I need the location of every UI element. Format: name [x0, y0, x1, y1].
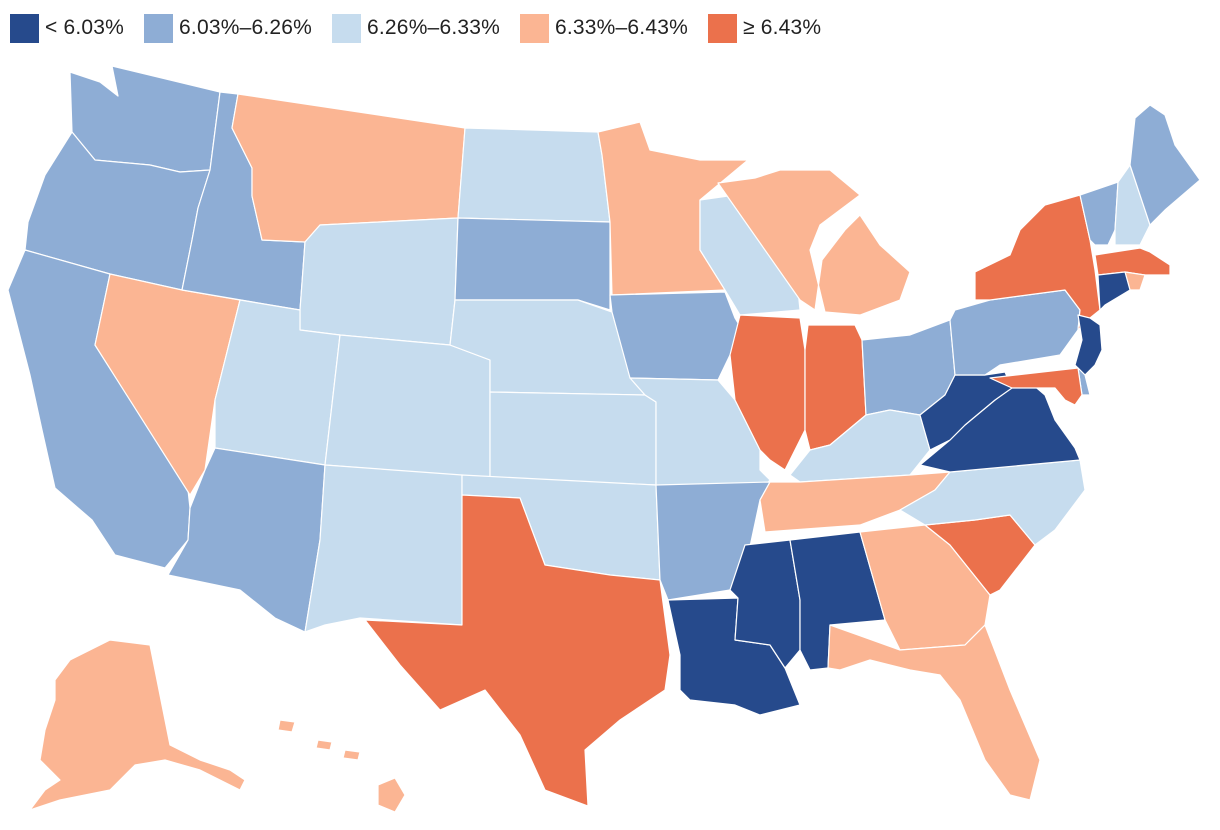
state-me: [1129, 104, 1201, 226]
legend-label: 6.33%–6.43%: [554, 16, 688, 39]
state-sd: [454, 217, 611, 311]
legend-label: < 6.03%: [45, 16, 125, 39]
legend-swatch: [144, 13, 174, 43]
state-fl: [827, 624, 1041, 801]
legend-swatch: [519, 13, 549, 43]
state-nc: [899, 459, 1086, 546]
state-nd: [457, 127, 611, 223]
state-mi: [717, 169, 911, 316]
state-co: [324, 334, 491, 479]
legend-label: 6.03%–6.26%: [179, 16, 313, 39]
state-ks: [489, 391, 657, 486]
legend-label: ≥ 6.43%: [742, 16, 822, 39]
legend-item-3: 6.33%–6.43%: [519, 13, 688, 43]
state-md: [989, 367, 1083, 406]
legend-label: 6.26%–6.33%: [367, 16, 500, 39]
state-pa: [949, 289, 1081, 376]
state-ma: [1094, 247, 1171, 276]
state-ak: [29, 639, 246, 811]
state-tx: [364, 494, 671, 807]
legend-item-1: 6.03%–6.26%: [144, 13, 313, 43]
legend: < 6.03% 6.03%–6.26% 6.26%–6.33% 6.33%–6.…: [10, 13, 841, 43]
legend-item-2: 6.26%–6.33%: [332, 13, 500, 43]
legend-swatch: [707, 13, 737, 43]
legend-item-4: ≥ 6.43%: [707, 13, 822, 43]
legend-swatch: [332, 13, 362, 43]
state-nj: [1074, 314, 1103, 376]
state-mo: [629, 377, 771, 499]
legend-item-0: < 6.03%: [10, 13, 125, 43]
state-il: [729, 314, 806, 471]
state-hi: [277, 719, 406, 813]
state-ct: [1097, 271, 1131, 311]
legend-swatch: [10, 13, 39, 43]
state-nm: [304, 464, 463, 633]
state-wy: [299, 217, 459, 346]
state-ia: [609, 291, 749, 381]
